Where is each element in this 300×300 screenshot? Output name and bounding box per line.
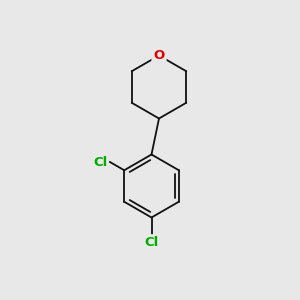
Text: Cl: Cl <box>93 155 107 169</box>
Text: Cl: Cl <box>144 236 159 248</box>
Text: O: O <box>153 49 165 62</box>
